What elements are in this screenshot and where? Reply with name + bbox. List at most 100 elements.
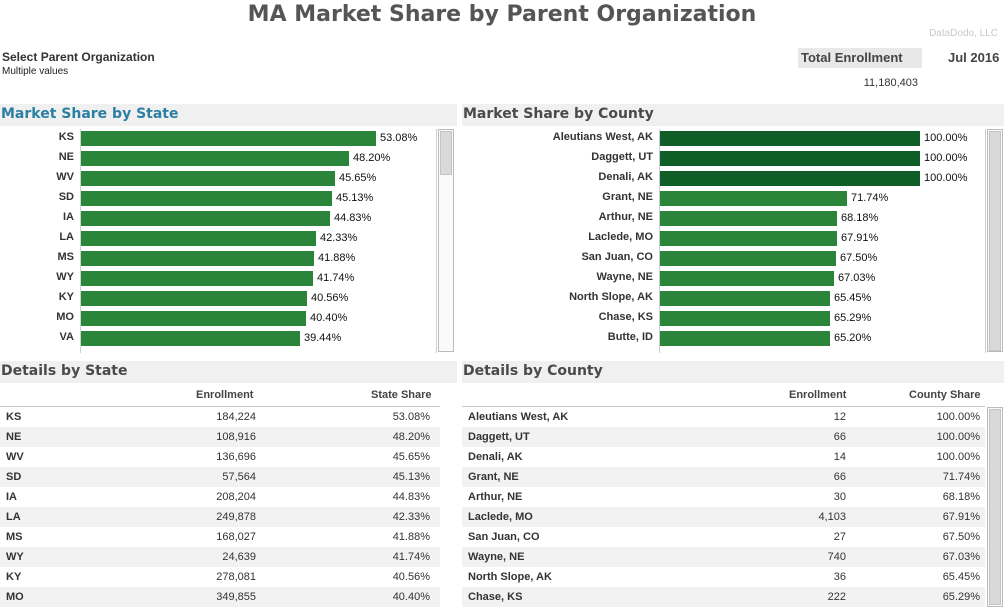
bar-row[interactable]: KY 40.56% — [0, 289, 436, 309]
bar-row[interactable]: KS 53.08% — [0, 129, 436, 149]
bar-row[interactable]: VA 39.44% — [0, 329, 436, 349]
bar-value-label: 100.00% — [924, 172, 968, 184]
bar[interactable] — [660, 331, 830, 346]
county-table-scrollbar[interactable] — [987, 407, 1003, 607]
table-row[interactable]: Denali, AK 14 100.00% — [462, 447, 985, 467]
row-share: 67.50% — [942, 531, 980, 543]
table-row[interactable]: KS 184,224 53.08% — [0, 407, 440, 427]
bar-row[interactable]: North Slope, AK 65.45% — [462, 289, 985, 309]
bar-category-label: Laclede, MO — [588, 231, 653, 243]
bar-row[interactable]: Laclede, MO 67.91% — [462, 229, 985, 249]
county-table-scroll-thumb[interactable] — [989, 409, 1001, 605]
bar[interactable] — [660, 211, 837, 226]
county-details-table: Enrollment County Share Aleutians West, … — [462, 389, 1004, 609]
table-row[interactable]: WV 136,696 45.65% — [0, 447, 440, 467]
bar-row[interactable]: SD 45.13% — [0, 189, 436, 209]
table-row[interactable]: Grant, NE 66 71.74% — [462, 467, 985, 487]
bar-row[interactable]: Grant, NE 71.74% — [462, 189, 985, 209]
bar[interactable] — [660, 171, 920, 186]
bar-value-label: 40.40% — [310, 312, 348, 324]
row-name: MO — [6, 591, 24, 603]
bar-row[interactable]: LA 42.33% — [0, 229, 436, 249]
bar[interactable] — [660, 131, 920, 146]
row-name: WV — [6, 451, 24, 463]
bar-row[interactable]: Daggett, UT 100.00% — [462, 149, 985, 169]
table-row[interactable]: KY 278,081 40.56% — [0, 567, 440, 587]
county-chart-scrollbar[interactable] — [987, 129, 1003, 352]
bar-row[interactable]: San Juan, CO 67.50% — [462, 249, 985, 269]
county-col-enrollment[interactable]: Enrollment — [789, 389, 847, 401]
table-row[interactable]: Arthur, NE 30 68.18% — [462, 487, 985, 507]
bar[interactable] — [81, 251, 314, 266]
bar-row[interactable]: IA 44.83% — [0, 209, 436, 229]
bar-row[interactable]: Denali, AK 100.00% — [462, 169, 985, 189]
row-name: LA — [6, 511, 21, 523]
bar[interactable] — [660, 311, 830, 326]
state-chart-scroll-thumb[interactable] — [440, 131, 452, 175]
bar[interactable] — [81, 151, 349, 166]
bar[interactable] — [81, 231, 316, 246]
state-col-share[interactable]: State Share — [371, 389, 432, 401]
bar-value-label: 71.74% — [851, 192, 889, 204]
filter-value[interactable]: Multiple values — [2, 66, 69, 77]
row-enrollment: 278,081 — [216, 571, 256, 583]
bar[interactable] — [81, 291, 307, 306]
bar-row[interactable]: MS 41.88% — [0, 249, 436, 269]
bar-value-label: 44.83% — [334, 212, 372, 224]
bar[interactable] — [660, 271, 834, 286]
state-col-enrollment[interactable]: Enrollment — [196, 389, 254, 401]
bar[interactable] — [81, 311, 306, 326]
bar-row[interactable]: WV 45.65% — [0, 169, 436, 189]
bar[interactable] — [660, 251, 836, 266]
bar-category-label: KS — [58, 131, 74, 143]
table-row[interactable]: WY 24,639 41.74% — [0, 547, 440, 567]
bar-value-label: 45.65% — [339, 172, 377, 184]
table-row[interactable]: Daggett, UT 66 100.00% — [462, 427, 985, 447]
table-row[interactable]: MS 168,027 41.88% — [0, 527, 440, 547]
row-share: 44.83% — [392, 491, 430, 503]
state-chart-scrollbar[interactable] — [438, 129, 454, 352]
table-row[interactable]: MO 349,855 40.40% — [0, 587, 440, 607]
table-row[interactable]: San Juan, CO 27 67.50% — [462, 527, 985, 547]
bar-row[interactable]: WY 41.74% — [0, 269, 436, 289]
bar[interactable] — [81, 271, 313, 286]
bar-value-label: 53.08% — [380, 132, 418, 144]
bar-row[interactable]: Butte, ID 65.20% — [462, 329, 985, 349]
bar[interactable] — [660, 291, 830, 306]
row-enrollment: 12 — [833, 411, 846, 423]
bar-row[interactable]: Chase, KS 65.29% — [462, 309, 985, 329]
bar-row[interactable]: NE 48.20% — [0, 149, 436, 169]
parent-organization-filter[interactable]: Select Parent Organization Multiple valu… — [2, 50, 155, 77]
table-row[interactable]: Wayne, NE 740 67.03% — [462, 547, 985, 567]
bar[interactable] — [81, 191, 332, 206]
county-chart-scroll-thumb[interactable] — [989, 131, 1001, 351]
bar-row[interactable]: MO 40.40% — [0, 309, 436, 329]
table-row[interactable]: LA 249,878 42.33% — [0, 507, 440, 527]
bar-category-label: Aleutians West, AK — [552, 131, 653, 143]
bar-category-label: SD — [58, 191, 74, 203]
bar[interactable] — [81, 211, 330, 226]
bar[interactable] — [660, 191, 847, 206]
bar[interactable] — [660, 231, 837, 246]
row-enrollment: 222 — [827, 591, 846, 603]
bar[interactable] — [660, 151, 920, 166]
bar[interactable] — [81, 131, 376, 146]
row-name: Laclede, MO — [468, 511, 533, 523]
table-row[interactable]: SD 57,564 45.13% — [0, 467, 440, 487]
bar-row[interactable]: Wayne, NE 67.03% — [462, 269, 985, 289]
bar-category-label: North Slope, AK — [569, 291, 653, 303]
bar-row[interactable]: Aleutians West, AK 100.00% — [462, 129, 985, 149]
row-share: 100.00% — [936, 431, 980, 443]
bar[interactable] — [81, 331, 300, 346]
table-row[interactable]: NE 108,916 48.20% — [0, 427, 440, 447]
row-name: IA — [6, 491, 17, 503]
bar-row[interactable]: Arthur, NE 68.18% — [462, 209, 985, 229]
county-col-share[interactable]: County Share — [909, 389, 981, 401]
bar[interactable] — [81, 171, 335, 186]
table-row[interactable]: Chase, KS 222 65.29% — [462, 587, 985, 607]
table-row[interactable]: Laclede, MO 4,103 67.91% — [462, 507, 985, 527]
row-enrollment: 349,855 — [216, 591, 256, 603]
table-row[interactable]: North Slope, AK 36 65.45% — [462, 567, 985, 587]
table-row[interactable]: Aleutians West, AK 12 100.00% — [462, 407, 985, 427]
table-row[interactable]: IA 208,204 44.83% — [0, 487, 440, 507]
